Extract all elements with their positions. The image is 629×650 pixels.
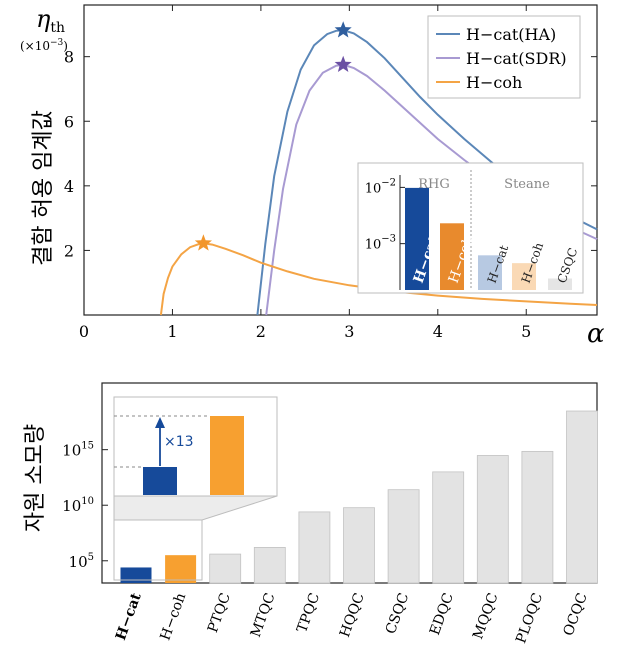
resource-x-tick-label: TPQC bbox=[294, 591, 323, 635]
legend-label: H−coh bbox=[466, 73, 522, 92]
resource-y-tick-label: 1015 bbox=[62, 441, 94, 460]
legend-item-sdr: H−cat(SDR) bbox=[436, 49, 567, 68]
resource-x-tick-label: H−cat bbox=[113, 590, 145, 642]
threshold-ticks: 0 1 2 3 4 5 2 4 6 8 bbox=[64, 5, 597, 341]
resource-x-tick-label: MQQC bbox=[470, 591, 501, 642]
legend-label: H−cat(HA) bbox=[466, 25, 556, 44]
resource-bar bbox=[120, 567, 152, 583]
x-tick-label: 2 bbox=[256, 322, 266, 341]
resource-bar bbox=[253, 546, 286, 584]
resource-y-tick-label: 105 bbox=[69, 552, 94, 571]
resource-bar bbox=[343, 507, 375, 584]
resource-bar bbox=[476, 455, 509, 584]
resource-bar bbox=[387, 489, 420, 584]
inset-bar bbox=[440, 223, 464, 290]
x-tick-label: 0 bbox=[79, 322, 89, 341]
x-tick-label: 3 bbox=[344, 322, 354, 341]
y-axis-symbol: ηth bbox=[36, 5, 65, 36]
resource-x-tick-label: OCQC bbox=[561, 591, 591, 638]
zoom-bar-hcat bbox=[143, 467, 177, 495]
resource-x-tick-label: EDQC bbox=[427, 591, 457, 637]
series-line-1 bbox=[256, 29, 598, 316]
y-tick-label: 8 bbox=[64, 48, 74, 67]
inset-bar bbox=[512, 263, 536, 290]
peak-star-marker bbox=[334, 21, 352, 38]
x-tick-label: 4 bbox=[433, 322, 443, 341]
y-tick-label: 4 bbox=[64, 177, 74, 196]
zoom-bar-hcoh bbox=[210, 416, 244, 495]
resource-bar bbox=[165, 555, 197, 583]
resource-bar bbox=[432, 471, 465, 584]
inset-bar bbox=[478, 255, 502, 290]
peak-star-marker bbox=[194, 234, 212, 251]
inset-bar bbox=[548, 278, 572, 290]
resource-x-tick-label: MTQC bbox=[248, 591, 279, 640]
legend: H−cat(HA) H−cat(SDR) H−coh bbox=[427, 15, 581, 99]
x-axis-title: α bbox=[587, 319, 605, 349]
y-tick-label: 6 bbox=[64, 112, 74, 131]
resource-y-tick-label: 1010 bbox=[62, 496, 94, 515]
legend-item-coh: H−coh bbox=[436, 73, 522, 92]
threshold-lines bbox=[159, 21, 598, 316]
y-axis-title: 결함 허용 임계값 bbox=[31, 110, 56, 266]
series-line-3 bbox=[159, 242, 598, 316]
inset-y-tick-label: 10−3 bbox=[365, 234, 396, 253]
threshold-chart: 0 1 2 3 4 5 2 4 6 8 ηth (×10−3) 결함 허용 임계값 α H−cat… bbox=[20, 4, 605, 349]
resource-bar bbox=[209, 553, 242, 584]
resource-x-tick-label: CSQC bbox=[383, 591, 413, 636]
inset-bar-chart: RHG Steane 10−210−3 H−cat H−coh H−cat H−coh C… bbox=[357, 162, 584, 294]
inset-bar bbox=[405, 187, 429, 290]
legend-item-ha: H−cat(HA) bbox=[436, 25, 556, 44]
zoom-source-box bbox=[113, 519, 203, 581]
inset-group-label-steane: Steane bbox=[504, 177, 550, 192]
zoom-annotation: ×13 bbox=[164, 434, 194, 450]
resource-bar bbox=[521, 450, 554, 584]
resource-y-axis-title: 자원 소모량 bbox=[23, 424, 48, 532]
resource-bar bbox=[298, 511, 331, 584]
resource-x-tick-label: HQQC bbox=[337, 591, 368, 640]
zoom-arrow-head bbox=[155, 417, 165, 428]
resource-bar bbox=[566, 410, 598, 584]
x-tick-label: 1 bbox=[167, 322, 177, 341]
y-axis-unit: (×10−3) bbox=[20, 38, 68, 53]
resource-x-tick-label: H−coh bbox=[157, 591, 189, 643]
inset-y-tick-label: 10−2 bbox=[365, 177, 396, 196]
resource-x-tick-label: PLOQC bbox=[513, 591, 546, 646]
zoom-inset: ×13 bbox=[113, 396, 278, 581]
resource-chart: 자원 소모량 105 1010 1015 H−cat H−coh PTQC MTQC TPQC… bbox=[23, 382, 598, 646]
resource-x-tick-label: PTQC bbox=[205, 591, 234, 635]
zoom-box bbox=[113, 396, 278, 497]
legend-label: H−cat(SDR) bbox=[466, 49, 567, 68]
inset-marks: 10−210−3 H−cat H−coh H−cat H−coh CSQC bbox=[365, 175, 580, 290]
peak-star-marker bbox=[334, 55, 352, 72]
x-tick-label: 5 bbox=[521, 322, 531, 341]
y-tick-label: 2 bbox=[64, 241, 74, 260]
